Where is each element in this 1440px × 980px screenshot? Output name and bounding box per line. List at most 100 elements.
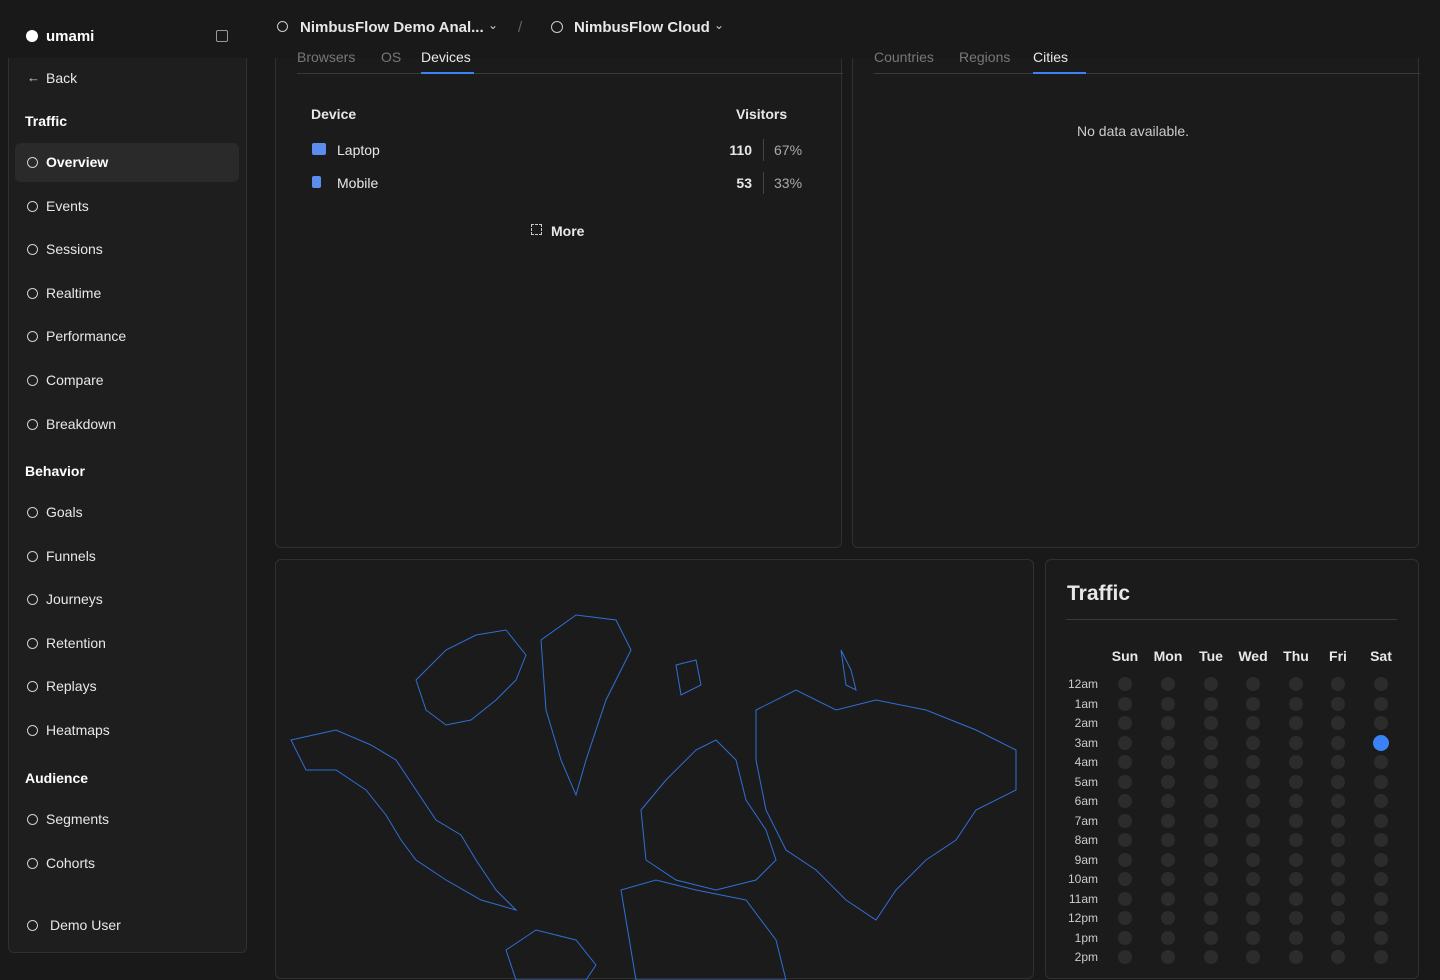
heat-cell <box>1331 696 1345 711</box>
heat-cell <box>1161 774 1175 789</box>
heat-cell <box>1246 891 1260 906</box>
devices-panel <box>275 0 842 548</box>
heat-cell <box>1204 755 1218 769</box>
device-count: 110 <box>729 142 752 158</box>
nav-icon <box>27 857 38 869</box>
nav-item[interactable]: Replays <box>46 678 97 695</box>
heat-cell <box>1331 735 1345 750</box>
heat-cell <box>1289 794 1303 808</box>
chevron: ⌄ <box>714 18 725 32</box>
nav-icon <box>27 331 38 343</box>
user[interactable]: Demo User <box>50 917 121 933</box>
team-select[interactable]: NimbusFlow Cloud <box>574 19 710 36</box>
heat-cell <box>1374 930 1388 945</box>
heat-cell <box>1118 677 1132 691</box>
section-title: Behavior <box>25 463 85 479</box>
hour-label: 2am <box>1074 716 1098 730</box>
heat-cell <box>1161 813 1175 828</box>
heat-cell <box>1374 950 1388 964</box>
nav-item[interactable]: Realtime <box>46 284 102 301</box>
nav-item[interactable]: Sessions <box>46 241 103 258</box>
tab[interactable]: Countries <box>874 49 934 65</box>
heat-cell <box>1331 833 1345 847</box>
heat-cell <box>1246 794 1260 808</box>
heat-cell <box>1246 872 1260 886</box>
hour-label: 6am <box>1074 794 1098 808</box>
collapse-icon[interactable] <box>216 30 228 42</box>
hour-label: 4am <box>1074 755 1098 769</box>
heat-cell <box>1161 716 1175 730</box>
heat-cell <box>1289 950 1303 964</box>
back-link[interactable]: Back <box>46 70 78 86</box>
brand-icon <box>26 30 38 42</box>
website-select[interactable]: NimbusFlow Demo Anal... <box>300 19 484 36</box>
heat-cell <box>1289 755 1303 769</box>
heat-cell <box>1331 852 1345 867</box>
heat-cell <box>1118 950 1132 964</box>
world-map <box>290 614 1017 980</box>
heat-cell <box>1246 755 1260 769</box>
hour-label: 1am <box>1074 696 1098 711</box>
heat-cell <box>1118 911 1132 925</box>
heat-cell <box>1331 930 1345 945</box>
user-icon <box>27 920 38 931</box>
bar-divider <box>763 139 764 161</box>
heat-cell <box>1204 891 1218 906</box>
hour-label: 9am <box>1074 852 1098 867</box>
nav-item[interactable]: Performance <box>46 328 127 345</box>
device-name: Mobile <box>337 175 379 191</box>
empty-state: No data available. <box>1077 123 1190 139</box>
heat-cell <box>1204 950 1218 964</box>
heat-cell <box>1118 735 1132 750</box>
nav-item[interactable]: Journeys <box>46 591 103 608</box>
tab[interactable]: Regions <box>959 49 1011 65</box>
nav-icon <box>27 287 38 299</box>
heat-cell <box>1204 833 1218 847</box>
column-header: Visitors <box>736 106 788 122</box>
nav-item[interactable]: Overview <box>46 154 109 170</box>
map-panel <box>275 559 1034 980</box>
tab[interactable]: Devices <box>421 49 471 65</box>
more-button[interactable]: More <box>551 223 585 239</box>
heat-cell <box>1161 677 1175 691</box>
device-percent: 33% <box>774 175 803 191</box>
tab-rule <box>297 73 843 74</box>
heat-cell <box>1246 677 1260 691</box>
nav-icon <box>27 594 38 606</box>
tab[interactable]: OS <box>381 49 402 65</box>
nav-item[interactable]: Retention <box>46 634 106 651</box>
nav-item[interactable]: Segments <box>46 811 110 827</box>
nav-item[interactable]: Events <box>46 197 89 214</box>
nav-item[interactable]: Compare <box>46 372 104 388</box>
heat-cell <box>1289 911 1303 925</box>
heat-cell <box>1118 833 1132 847</box>
heat-cell <box>1331 716 1345 730</box>
heat-cell <box>1289 852 1303 867</box>
nav-icon <box>27 375 38 386</box>
separator: / <box>518 19 523 36</box>
heat-cell <box>1204 774 1218 789</box>
heat-cell <box>1161 833 1175 847</box>
hour-label: 5am <box>1074 774 1098 789</box>
heat-cell <box>1289 774 1303 789</box>
heat-cell <box>1161 696 1175 711</box>
nav-item[interactable]: Heatmaps <box>46 722 110 738</box>
heat-cell <box>1374 677 1388 691</box>
heat-cell <box>1118 774 1132 789</box>
nav-item[interactable]: Cohorts <box>46 854 96 871</box>
heat-cell <box>1289 872 1303 886</box>
heat-cell <box>1331 911 1345 925</box>
team-icon <box>551 21 563 33</box>
heat-cell <box>1246 930 1260 945</box>
website-icon <box>277 21 288 32</box>
heat-cell <box>1246 833 1260 847</box>
tab[interactable]: Browsers <box>297 49 356 65</box>
heat-cell <box>1331 872 1345 886</box>
nav-item[interactable]: Funnels <box>46 547 96 564</box>
nav-item[interactable]: Breakdown <box>46 415 117 432</box>
device-percent: 67% <box>774 142 803 158</box>
tab[interactable]: Cities <box>1033 49 1069 65</box>
heat-cell <box>1289 833 1303 847</box>
day-label: Wed <box>1238 648 1268 664</box>
nav-item[interactable]: Goals <box>46 504 83 520</box>
